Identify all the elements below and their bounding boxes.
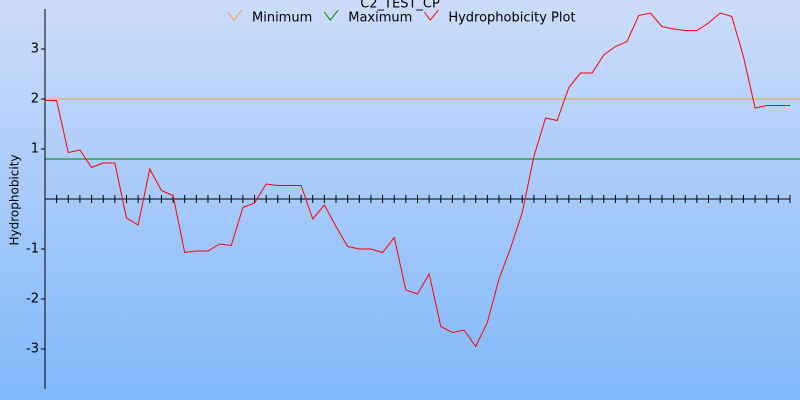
y-tick-label: 1 bbox=[31, 142, 39, 157]
y-tick-label: -2 bbox=[26, 292, 39, 307]
legend-label: Hydrophobicity Plot bbox=[448, 11, 575, 26]
chart-title: C2_TEST_CP bbox=[360, 0, 440, 12]
legend-label: Maximum bbox=[348, 11, 412, 26]
y-tick-label: 3 bbox=[31, 42, 39, 57]
y-axis-label: Hydrophobicity bbox=[8, 154, 22, 245]
data-line bbox=[45, 12, 790, 348]
legend-label: Minimum bbox=[252, 11, 312, 26]
legend-icon bbox=[227, 9, 243, 21]
y-tick-label: 2 bbox=[31, 92, 39, 107]
legend-icon bbox=[323, 9, 339, 21]
y-tick-label: -1 bbox=[26, 242, 39, 257]
y-tick-label: -3 bbox=[26, 342, 39, 357]
legend-icon bbox=[423, 9, 439, 21]
